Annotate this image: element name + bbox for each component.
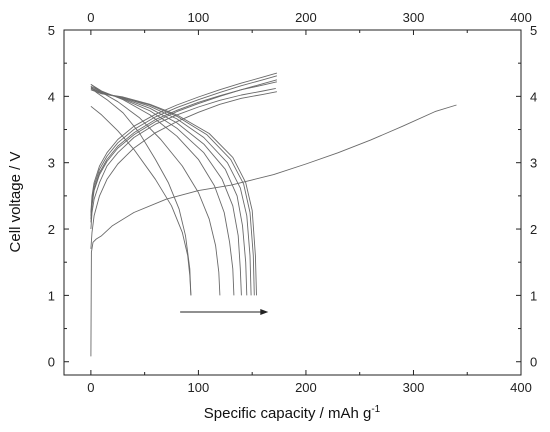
x-axis-title-group: Specific capacity / mAh g-1 xyxy=(204,404,381,422)
top-x-tick-label-4: 400 xyxy=(510,10,532,25)
right-y-tick-label-3: 3 xyxy=(530,156,537,171)
series-layer xyxy=(90,72,457,357)
right-y-tick-label-5: 5 xyxy=(530,23,537,38)
right-y-tick-label-4: 4 xyxy=(530,89,537,104)
series-line-15 xyxy=(90,91,277,249)
x-axis-title-superscript: -1 xyxy=(371,404,380,415)
right-y-tick-label-0: 0 xyxy=(530,355,537,370)
series-line-0 xyxy=(90,104,457,357)
y-tick-label-3: 3 xyxy=(48,156,55,171)
series-line-1 xyxy=(90,86,192,296)
right-y-tick-label-1: 1 xyxy=(530,288,537,303)
series-line-12 xyxy=(90,79,278,223)
x-tick-label-1: 100 xyxy=(188,380,210,395)
series-line-2 xyxy=(90,105,192,296)
series-line-9 xyxy=(90,89,257,296)
x-tick-label-2: 200 xyxy=(295,380,317,395)
y-tick-label-2: 2 xyxy=(48,222,55,237)
x-tick-label-4: 400 xyxy=(510,380,532,395)
y-tick-label-4: 4 xyxy=(48,89,55,104)
axis-ticks: 0 100 200 300 400 0 100 200 300 400 0 1 2 3 4 5 0 1 2 3 4 5 xyxy=(48,10,537,395)
x-tick-label-3: 300 xyxy=(403,380,425,395)
plot-frame xyxy=(63,29,522,376)
arrow-head xyxy=(260,308,269,315)
series-line-4 xyxy=(90,84,235,296)
series-line-13 xyxy=(90,75,278,216)
y-tick-label-1: 1 xyxy=(48,288,55,303)
x-tick-label-0: 0 xyxy=(87,380,94,395)
series-line-8 xyxy=(90,89,255,296)
series-line-5 xyxy=(90,85,242,296)
top-x-tick-label-2: 200 xyxy=(295,10,317,25)
top-x-tick-label-1: 100 xyxy=(188,10,210,25)
y-tick-label-0: 0 xyxy=(48,355,55,370)
y-axis-title: Cell voltage / V xyxy=(7,152,24,253)
series-line-3 xyxy=(90,84,221,296)
top-x-tick-label-3: 300 xyxy=(403,10,425,25)
x-axis-title: Specific capacity / mAh g xyxy=(204,405,372,422)
right-y-tick-label-2: 2 xyxy=(530,222,537,237)
annotation-layer xyxy=(180,308,269,315)
top-x-tick-label-0: 0 xyxy=(87,10,94,25)
series-line-14 xyxy=(90,72,278,213)
y-tick-label-5: 5 xyxy=(48,23,55,38)
series-line-10 xyxy=(90,87,276,230)
